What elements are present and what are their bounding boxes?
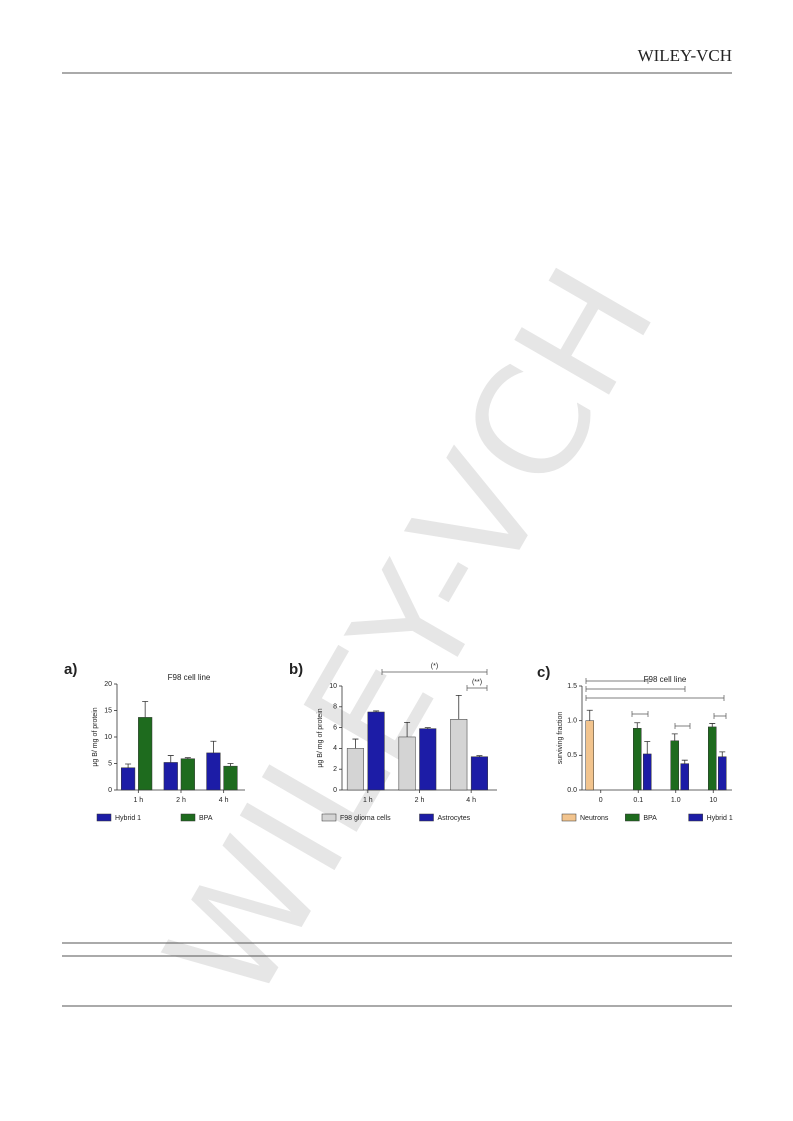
error-bar: [709, 723, 716, 727]
significance-bracket: [585, 686, 686, 692]
error-bar: [352, 738, 359, 749]
bar: [708, 726, 717, 791]
legend-label: F98 glioma cells: [340, 815, 391, 822]
legend-label: BPA: [199, 815, 213, 822]
y-tick-label: 15: [104, 707, 112, 714]
bar: [643, 753, 652, 791]
bar: [163, 762, 178, 791]
significance-bracket: [381, 669, 488, 675]
y-tick-label: 2: [333, 766, 337, 773]
bar: [670, 740, 679, 791]
y-tick-label: 1.5: [567, 683, 577, 690]
annotation: (*): [431, 663, 438, 670]
y-tick-label: 4: [333, 745, 337, 752]
bar: [398, 736, 416, 791]
y-tick-label: 1.0: [567, 718, 577, 725]
error-bar: [719, 751, 726, 757]
bar: [138, 717, 153, 791]
error-bar: [125, 763, 132, 768]
x-tick-label: 1 h: [363, 797, 373, 804]
legend-swatch: [625, 813, 640, 822]
bar: [680, 763, 689, 791]
significance-bracket: [466, 685, 488, 691]
y-tick-label: 0: [333, 787, 337, 794]
bar: [633, 728, 642, 791]
error-bar: [373, 710, 380, 712]
x-tick-label: 1 h: [133, 797, 143, 804]
significance-bracket: [585, 695, 725, 701]
legend-swatch: [688, 813, 703, 822]
legend-swatch: [419, 813, 434, 822]
error-bar: [671, 733, 678, 741]
bar: [470, 756, 488, 791]
y-tick-label: 0: [108, 787, 112, 794]
error-bar: [424, 727, 431, 729]
y-tick-label: 8: [333, 704, 337, 711]
significance-bracket: [585, 678, 649, 684]
bar: [450, 719, 468, 791]
y-axis-label: µg B/ mg of protein: [317, 708, 324, 767]
y-axis-label: surviving fraction: [557, 712, 564, 765]
panel-label: b): [289, 661, 303, 678]
chart-title: F98 cell line: [644, 675, 687, 684]
bar: [180, 758, 195, 791]
significance-bracket: [631, 711, 649, 717]
error-bar: [210, 740, 217, 753]
y-tick-label: 10: [329, 683, 337, 690]
bar: [206, 752, 221, 791]
x-tick-label: 2 h: [176, 797, 186, 804]
panel-label: c): [537, 664, 550, 681]
significance-bracket: [713, 713, 727, 719]
bar: [419, 728, 437, 791]
error-bar: [142, 701, 149, 718]
watermark: WILEY-VCH: [133, 241, 689, 1030]
bar: [585, 720, 594, 791]
legend-label: Astrocytes: [438, 815, 471, 822]
error-bar: [455, 694, 462, 720]
x-tick-label: 10: [709, 797, 717, 804]
error-bar: [586, 709, 593, 721]
legend-label: BPA: [643, 815, 657, 822]
chart-title: F98 cell line: [168, 673, 211, 682]
y-tick-label: 0.5: [567, 752, 577, 759]
annotation: (**): [472, 679, 482, 686]
y-tick-label: 20: [104, 681, 112, 688]
y-tick-label: 10: [104, 734, 112, 741]
legend-swatch: [180, 813, 196, 822]
bar: [718, 756, 727, 791]
publisher: WILEY-VCH: [638, 46, 732, 65]
error-bar: [227, 763, 234, 767]
panel-label: a): [64, 661, 77, 678]
bar: [121, 767, 136, 791]
bar: [346, 748, 364, 791]
bar: [223, 765, 238, 791]
error-bar: [404, 722, 411, 737]
error-bar: [184, 757, 191, 759]
error-bar: [476, 755, 483, 757]
y-tick-label: 5: [108, 760, 112, 767]
legend-swatch: [321, 813, 337, 822]
x-tick-label: 4 h: [219, 797, 229, 804]
error-bar: [644, 741, 651, 754]
legend-label: Hybrid 1: [115, 815, 141, 822]
bar: [367, 711, 385, 791]
x-tick-label: 1.0: [671, 797, 681, 804]
y-tick-label: 0.0: [567, 787, 577, 794]
legend-swatch: [96, 813, 112, 822]
x-tick-label: 4 h: [466, 797, 476, 804]
x-tick-label: 0.1: [633, 797, 643, 804]
x-tick-label: 0: [599, 797, 603, 804]
error-bar: [681, 759, 688, 764]
x-tick-label: 2 h: [415, 797, 425, 804]
error-bar: [634, 722, 641, 729]
significance-bracket: [674, 723, 691, 729]
error-bar: [167, 755, 174, 763]
legend-label: Hybrid 1: [707, 815, 733, 822]
y-tick-label: 6: [333, 724, 337, 731]
legend-label: Neutrons: [580, 815, 609, 822]
legend-swatch: [561, 813, 577, 822]
y-axis-label: µg B/ mg of protein: [92, 707, 99, 766]
